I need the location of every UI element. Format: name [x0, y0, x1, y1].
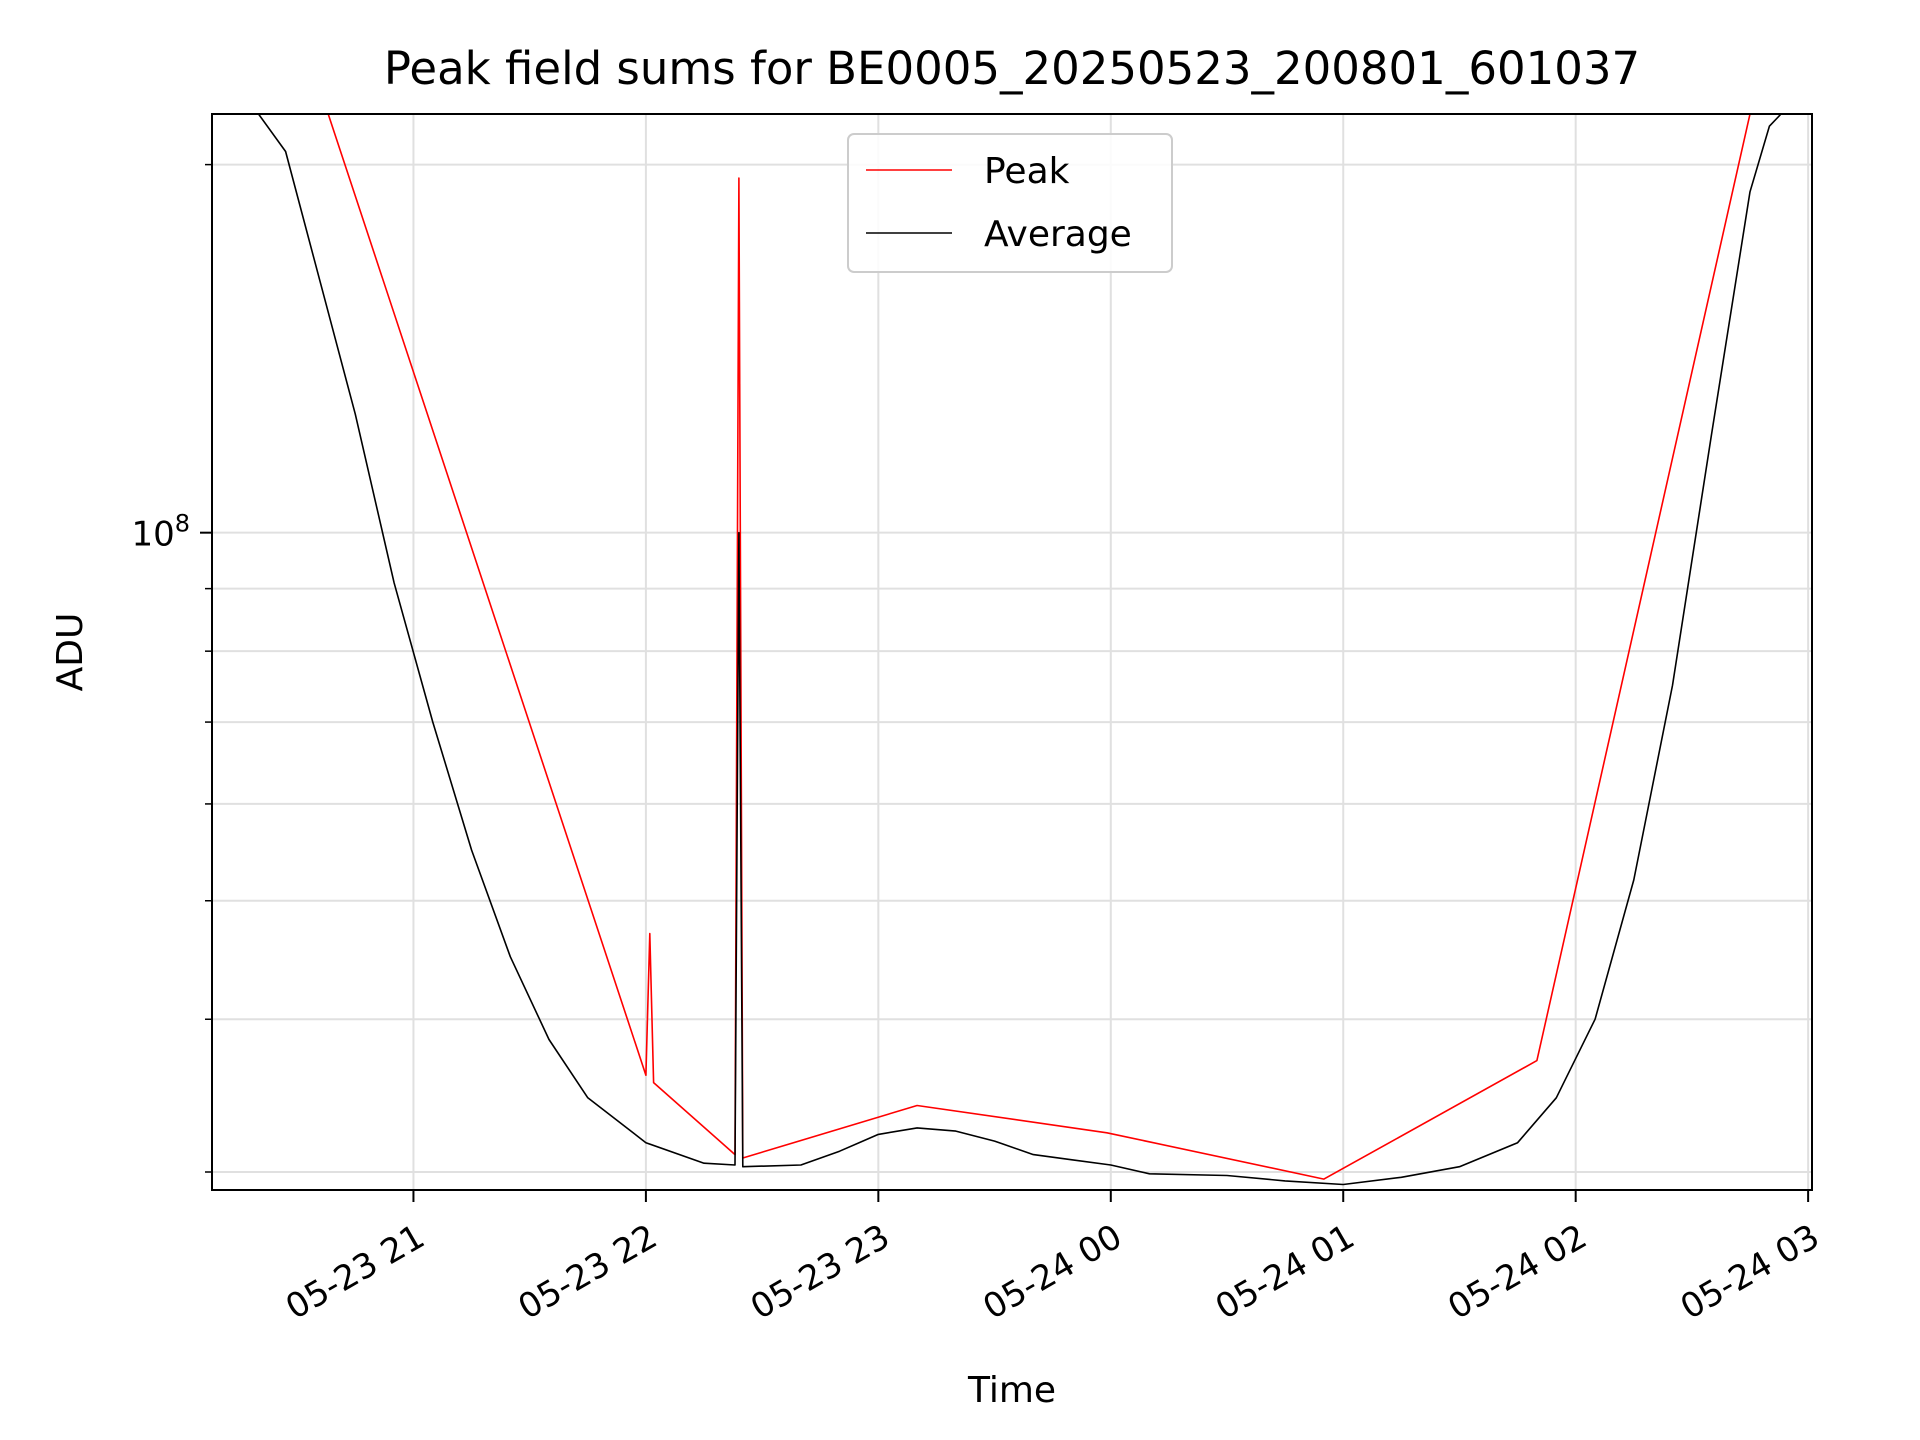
y-axis: 108 [131, 163, 212, 1173]
y-tick-label-base: 10 [131, 515, 174, 555]
legend-box [847, 133, 1173, 273]
legend-average-label: Average [984, 214, 1132, 255]
chart-title: Peak field sums for BE0005_20250523_2008… [384, 42, 1640, 95]
y-axis-label: ADU [50, 613, 91, 692]
legend-peak-label: Peak [984, 151, 1070, 192]
x-axis-label: Time [967, 1370, 1056, 1411]
y-tick-label: 108 [131, 510, 190, 555]
y-tick-label-exponent: 8 [175, 510, 190, 538]
plot-frame [211, 113, 1813, 1191]
series-line-peak [327, 114, 1751, 1180]
series-layer [219, 114, 1782, 1186]
legend: Peak Average [847, 133, 1173, 273]
series-line-average [219, 114, 1782, 1186]
